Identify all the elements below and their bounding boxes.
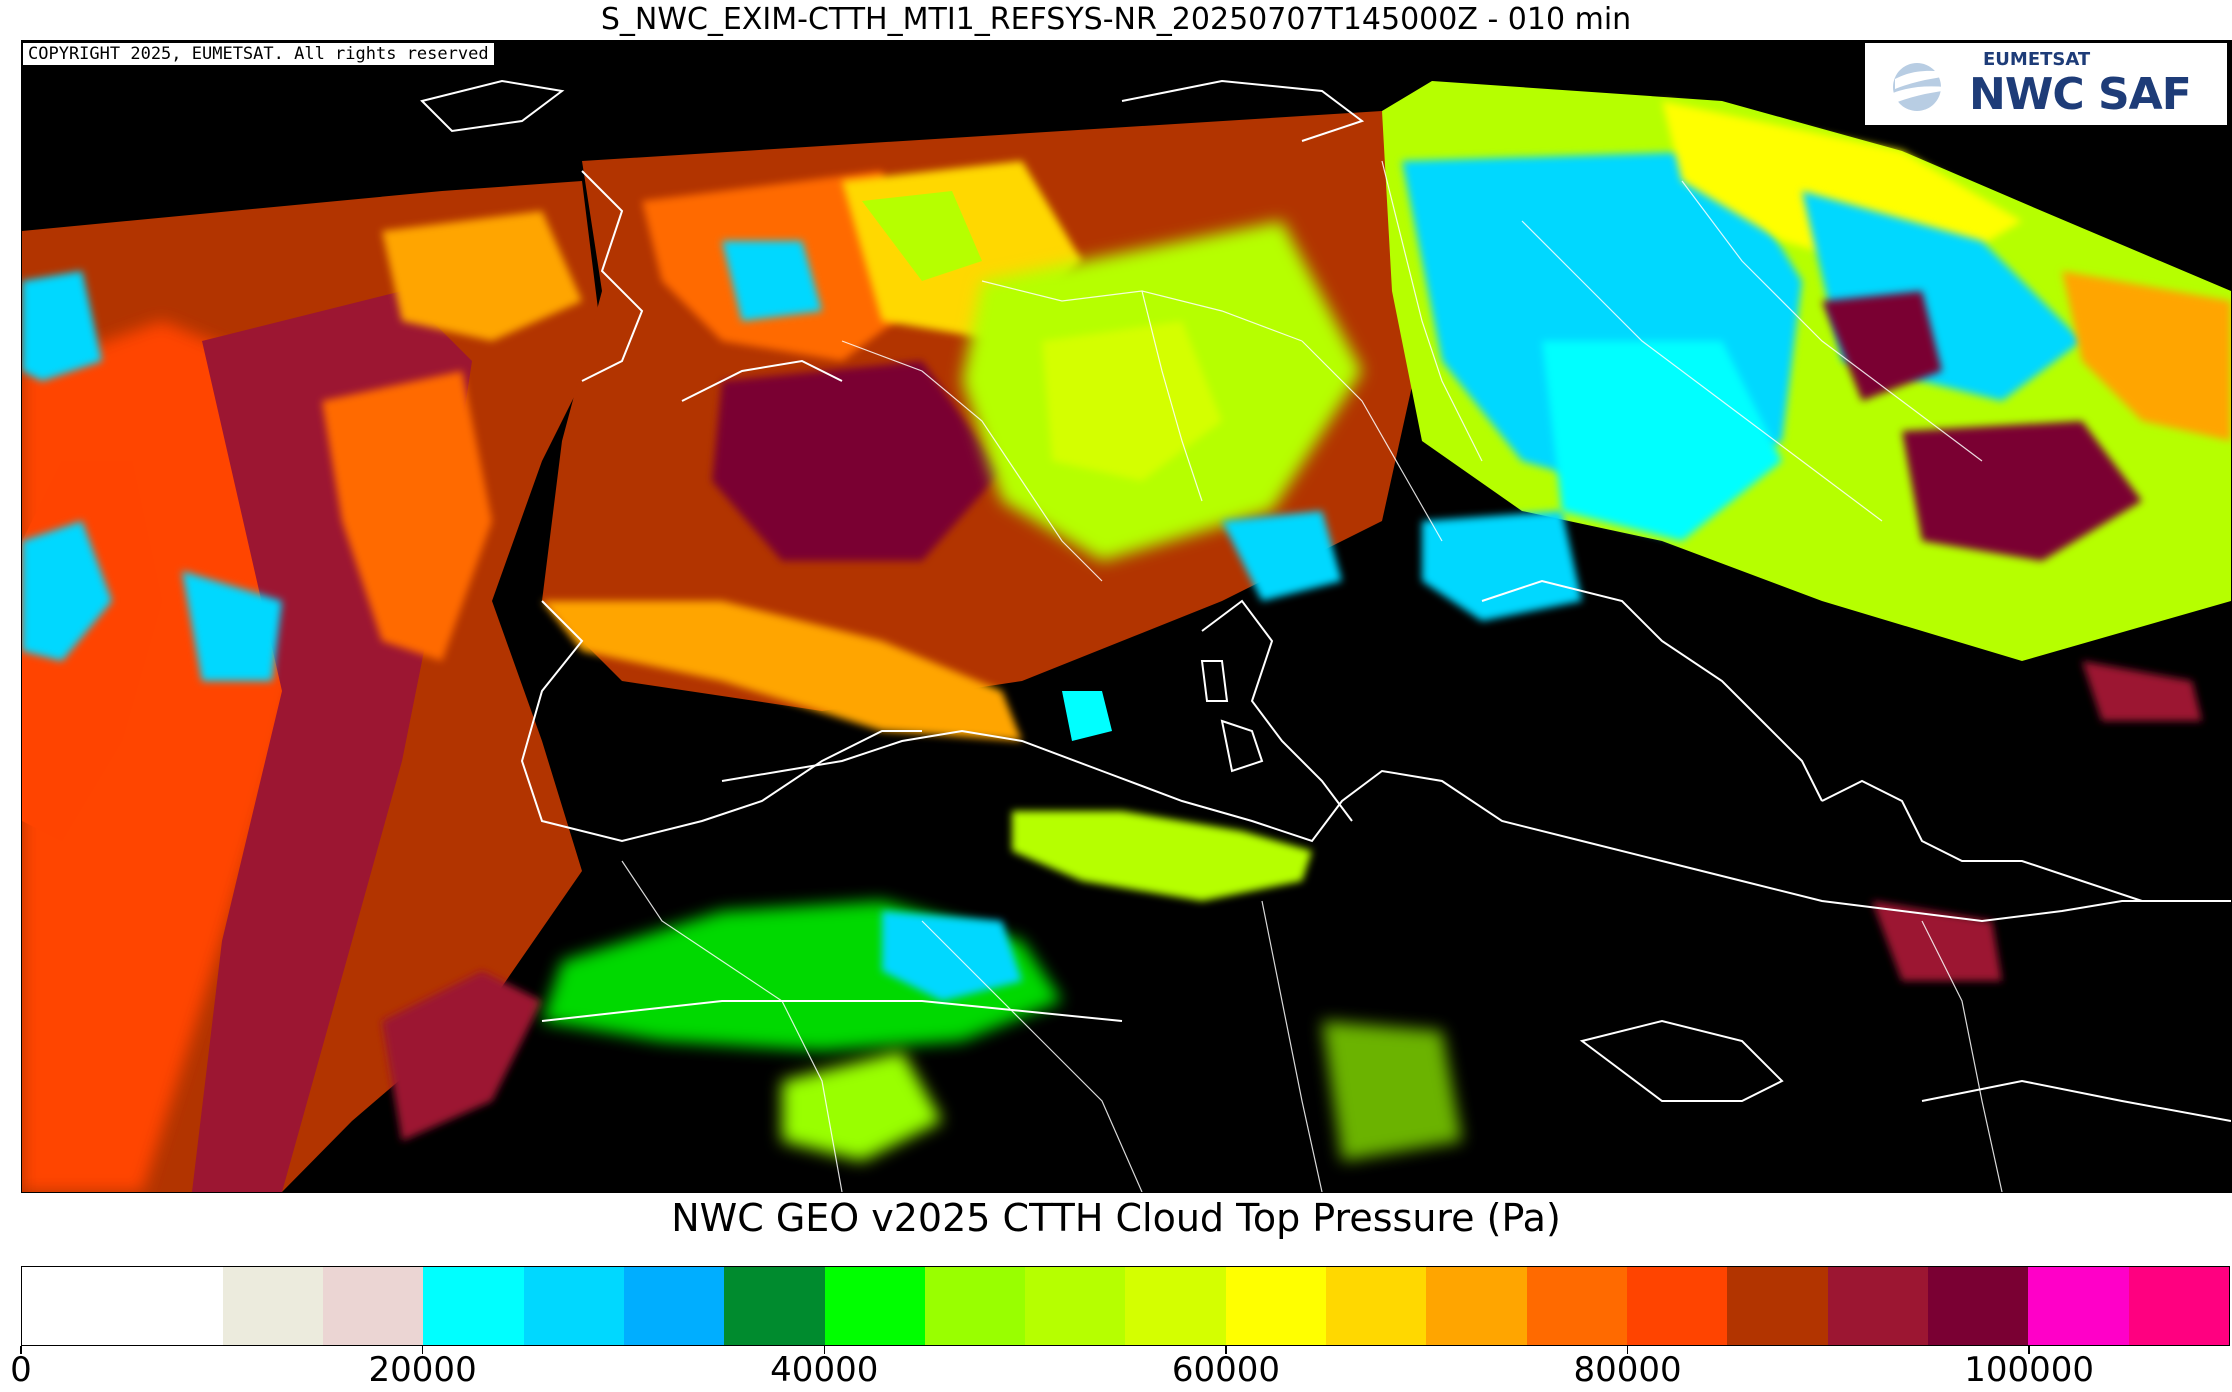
colorbar-bin-0 [22,1267,223,1345]
colorbar-title: NWC GEO v2025 CTTH Cloud Top Pressure (P… [671,1196,1561,1240]
nwcsaf-logo: EUMETSAT NWC SAF [1864,42,2228,126]
colorbar-tick-mark [20,1346,22,1354]
colorbar-bin-2 [322,1267,424,1345]
north-africa-cloud-area [542,661,2202,1161]
colorbar-tick-mark [421,1346,424,1354]
colorbar-tick-mark [1225,1346,1227,1354]
eastern-europe-high-cloud-area [1062,81,2231,741]
cloud-top-pressure-map [21,40,2232,1193]
country-borders [621,160,2003,1192]
colorbar-bin-6 [724,1267,825,1345]
colorbar-bin-18 [1927,1267,2029,1345]
colorbar-bin-11 [1225,1267,1327,1345]
map-title: S_NWC_EXIM-CTTH_MTI1_REFSYS-NR_20250707T… [600,2,1632,37]
coastlines [420,79,2231,1122]
colorbar-tick-mark [823,1346,826,1354]
colorbar-bin-7 [824,1267,925,1345]
colorbar-bin-16 [1727,1267,1828,1345]
colorbar-bin-14 [1526,1267,1627,1345]
colorbar-bin-4 [523,1267,624,1345]
colorbar-bin-17 [1827,1267,1928,1345]
europe-mid-cloud-area [542,111,1422,741]
colorbar-tick-mark [2028,1346,2030,1354]
atlantic-low-cloud-area [22,181,602,1192]
logo-org-text: EUMETSAT [1983,49,2091,70]
colorbar-tick-label: 100000 [1964,1350,2095,1390]
colorbar-tick-label: 0 [10,1350,32,1390]
colorbar-bin-19 [2028,1267,2129,1345]
colorbar-tick-label: 60000 [1171,1350,1280,1390]
colorbar-bin-5 [623,1267,725,1345]
colorbar-bin-1 [222,1267,323,1345]
colorbar-bin-9 [1025,1267,1126,1345]
colorbar-bin-8 [924,1267,1026,1345]
colorbar [21,1266,2230,1346]
colorbar-bin-12 [1326,1267,1427,1345]
logo-swoosh-icon [1893,63,1961,111]
colorbar-bin-20 [2128,1267,2229,1345]
logo-name-text: NWC SAF [1969,69,2192,120]
colorbar-bin-15 [1627,1267,1728,1345]
colorbar-tick-mark [1626,1346,1629,1354]
colorbar-bin-13 [1426,1267,1527,1345]
colorbar-bin-3 [423,1267,524,1345]
colorbar-tick-label: 80000 [1573,1350,1682,1390]
copyright-notice: COPYRIGHT 2025, EUMETSAT. All rights res… [22,42,495,66]
colorbar-bin-10 [1125,1267,1226,1345]
colorbar-tick-label: 40000 [770,1350,879,1390]
colorbar-tick-label: 20000 [368,1350,477,1390]
